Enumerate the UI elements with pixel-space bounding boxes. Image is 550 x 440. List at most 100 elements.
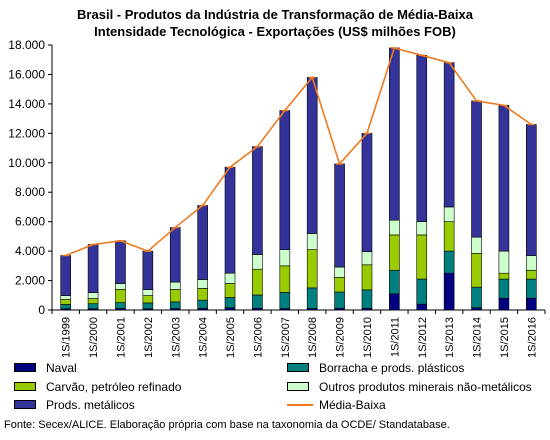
y-tick-label: 6.000 <box>15 215 45 229</box>
bar-segment-borracha <box>471 286 482 309</box>
bar-segment-carvao <box>443 221 455 252</box>
bar-segment-outros <box>197 279 208 289</box>
bar-segment-metalicos <box>306 77 318 234</box>
bar-segment-borracha <box>252 294 263 309</box>
bar-segment-borracha <box>416 278 428 305</box>
bar-segment-carvao <box>197 288 208 301</box>
bar-segment-outros <box>279 249 291 267</box>
y-tick-label: 18.000 <box>8 38 45 52</box>
y-tick-label: 16.000 <box>8 67 45 81</box>
bar-segment-metalicos <box>361 133 373 252</box>
bar-segment-naval <box>389 293 400 311</box>
bar-segment-naval <box>416 303 428 311</box>
x-tick-label: 1S/2016 <box>526 317 538 358</box>
bar-segment-carvao <box>361 264 373 291</box>
x-tick-label: 1S/2011 <box>389 317 401 357</box>
bar-segment-outros <box>443 206 455 222</box>
bar-segment-metalicos <box>526 124 537 256</box>
y-tick-label: 10.000 <box>8 156 45 170</box>
bar-segment-carvao <box>416 234 428 280</box>
bar-segment-outros <box>252 254 263 270</box>
bar-segment-borracha <box>334 291 345 309</box>
bar-segment-outros <box>306 233 318 250</box>
bar-segment-metalicos <box>169 227 181 283</box>
bar-segment-carvao <box>389 234 400 271</box>
legend-label-outros: Outros produtos minerais não-metálicos <box>319 380 532 394</box>
bar-segment-borracha <box>87 303 99 310</box>
bar-segment-carvao <box>279 265 291 293</box>
y-tick-label: 2.000 <box>15 274 45 288</box>
legend-swatch-borracha <box>287 363 309 372</box>
bar-segment-carvao <box>115 289 126 303</box>
bar-segment-borracha <box>197 299 208 309</box>
bar-segment-outros <box>389 219 400 236</box>
x-tick-label: 1S/2006 <box>252 317 264 358</box>
bar-segment-borracha <box>526 278 537 299</box>
bar-segment-carvao <box>334 277 345 293</box>
bar-segment-outros <box>87 292 99 299</box>
x-tick-label: 1S/2002 <box>143 317 155 358</box>
bar-segment-metalicos <box>224 166 236 274</box>
bar-segment-borracha <box>361 289 373 309</box>
bar-segment-metalicos <box>389 47 400 221</box>
x-tick-label: 1S/2000 <box>88 317 100 358</box>
bar-segment-outros <box>361 251 373 266</box>
y-tick-label: 0 <box>38 303 45 317</box>
legend-label-metalicos: Prods. metálicos <box>46 398 135 412</box>
bar-segment-outros <box>224 272 236 284</box>
bar-segment-borracha <box>306 287 318 309</box>
bar-segment-carvao <box>306 249 318 289</box>
bar-segment-outros <box>142 289 154 296</box>
bar-segment-carvao <box>60 298 71 305</box>
bar-segment-naval <box>224 307 236 311</box>
bar-segment-carvao <box>471 253 482 288</box>
bar-segment-borracha <box>389 269 400 295</box>
x-tick-label: 1S/2014 <box>472 317 484 358</box>
bar-segment-carvao <box>87 298 99 304</box>
bar-segment-metalicos <box>60 255 71 296</box>
bar-segment-naval <box>498 297 510 311</box>
bar-segment-borracha <box>60 304 71 310</box>
x-tick-label: 1S/2010 <box>362 317 374 358</box>
bar-segment-naval <box>471 307 482 311</box>
y-tick-label: 4.000 <box>15 244 45 258</box>
legend-swatch-media <box>287 404 313 406</box>
legend-label-borracha: Borracha e prods. plásticos <box>319 361 465 375</box>
bar-segment-outros <box>169 281 181 290</box>
x-tick-label: 1S/2009 <box>335 317 347 358</box>
bar-segment-metalicos <box>471 100 482 238</box>
y-tick-label: 12.000 <box>8 126 45 140</box>
bar-segment-naval <box>526 297 537 311</box>
x-tick-label: 1S/2013 <box>444 317 456 358</box>
source-note: Fonte: Secex/ALICE. Elaboração própria c… <box>4 419 450 431</box>
media-baixa-line <box>65 46 532 257</box>
bar-segment-carvao <box>169 289 181 303</box>
bar-segment-metalicos <box>416 55 428 222</box>
bar-segment-borracha <box>498 278 510 299</box>
legend-swatch-carvao <box>14 382 36 391</box>
x-tick-label: 1S/2001 <box>115 317 127 358</box>
bar-segment-borracha <box>443 250 455 274</box>
chart-subtitle: Intensidade Tecnológica - Exportações (U… <box>94 24 456 39</box>
y-tick-label: 14.000 <box>8 97 45 111</box>
bar-segment-outros <box>416 221 428 236</box>
bar-segment-carvao <box>498 272 510 280</box>
bar-segment-metalicos <box>334 163 345 268</box>
bar-segment-naval <box>443 272 455 311</box>
bar-segment-outros <box>498 250 510 274</box>
bar-segment-carvao <box>252 268 263 296</box>
x-tick-label: 1S/2012 <box>417 317 429 358</box>
bar-segment-metalicos <box>498 105 510 252</box>
legend-swatch-outros <box>287 382 309 391</box>
bar-segment-borracha <box>169 301 181 309</box>
bar-segment-metalicos <box>279 110 291 250</box>
bar-segment-metalicos <box>252 146 263 255</box>
bar-segment-metalicos <box>197 205 208 280</box>
x-tick-label: 1S/2008 <box>307 317 319 358</box>
bar-segment-metalicos <box>443 62 455 208</box>
chart-title: Brasil - Produtos da Indústria de Transf… <box>77 7 473 22</box>
bar-segment-borracha <box>224 297 236 309</box>
bar-segment-outros <box>115 283 126 290</box>
